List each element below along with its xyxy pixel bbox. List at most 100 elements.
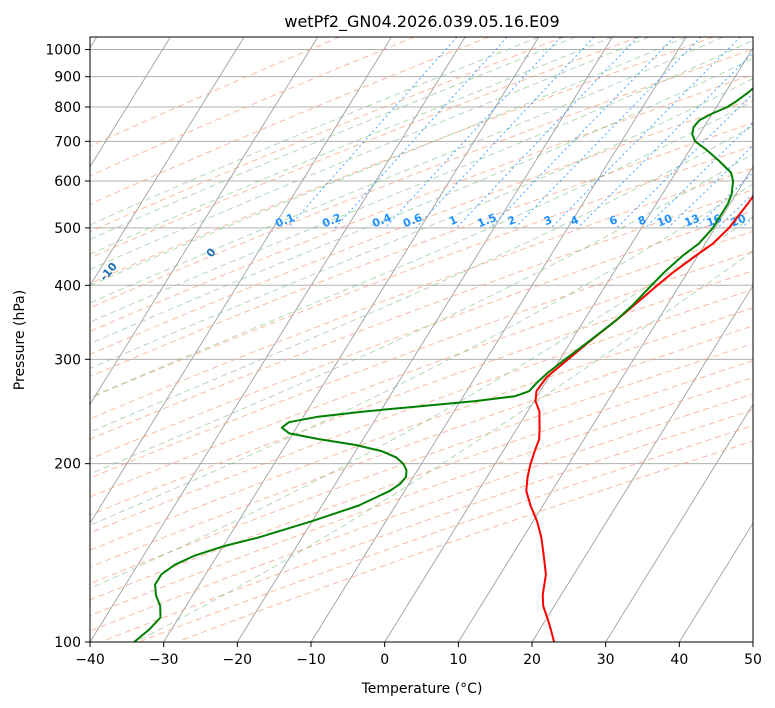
dry-adiabat-line	[90, 37, 415, 177]
mixing-ratio-label: 2	[506, 213, 518, 228]
mixing-ratio-line	[616, 93, 753, 229]
mixing-ratio-line	[489, 37, 675, 229]
dry-adiabat-line	[90, 37, 340, 147]
isotherm-line	[310, 37, 687, 642]
y-tick-label: 300	[54, 352, 81, 368]
x-tick-label: 30	[597, 652, 615, 668]
dry-adiabat-line	[90, 37, 565, 233]
mixing-ratio-line	[334, 37, 508, 229]
mixing-ratio-label: 25	[754, 212, 773, 230]
dry-adiabat-line	[90, 325, 753, 568]
dry-adiabat-label: -10	[97, 260, 120, 284]
mixing-ratio-label: 3	[542, 213, 554, 228]
mixing-ratio-line	[456, 37, 639, 229]
y-tick-label: 900	[54, 70, 81, 86]
moist-adiabat-line	[135, 250, 753, 642]
moist-adiabat-line	[90, 183, 753, 526]
mixing-ratio-line	[287, 37, 458, 229]
moist-adiabat-line	[90, 37, 539, 226]
x-axis-title: Temperature (°C)	[361, 681, 483, 697]
x-tick-label: 50	[744, 652, 762, 668]
y-tick-label: 200	[54, 457, 81, 473]
y-axis-title: Pressure (hPa)	[12, 290, 28, 390]
chart-title: wetPf2_GN04.2026.039.05.16.E09	[284, 12, 559, 32]
dry-adiabat-line	[90, 393, 753, 632]
isotherm-line	[236, 37, 613, 642]
y-tick-label: 500	[54, 221, 81, 237]
isotherm-line	[384, 47, 753, 642]
moist-adiabat-line	[90, 37, 724, 304]
mixing-ratio-line	[384, 37, 562, 229]
plot-frame	[89, 36, 754, 643]
y-tick-label: 700	[54, 134, 81, 150]
dry-adiabat-line	[90, 167, 753, 420]
dry-adiabat-line	[90, 37, 639, 259]
isotherm-line	[90, 37, 319, 406]
moist-adiabat-line	[90, 39, 753, 323]
isotherm-line	[90, 37, 245, 287]
mixing-ratio-line	[514, 37, 702, 229]
x-tick-label: 0	[380, 652, 389, 668]
moist-adiabat-line	[90, 37, 576, 240]
isotherm-line	[90, 37, 392, 525]
mixing-ratio-line	[415, 37, 595, 229]
x-tick-label: −40	[75, 652, 105, 668]
profile-lines	[133, 86, 753, 642]
mixing-ratio-label: 4	[569, 213, 581, 228]
isotherm-line	[752, 641, 753, 642]
dry-adiabat-line	[90, 288, 753, 534]
moist-adiabat-line	[90, 37, 650, 270]
dry-adiabat-line	[90, 189, 753, 440]
isotherm-line	[163, 37, 540, 642]
moist-adiabat-line	[90, 37, 687, 287]
dry-adiabat-line	[90, 270, 753, 516]
mixing-ratio-line	[577, 52, 753, 229]
mixing-ratio-label: 8	[636, 213, 648, 228]
mixing-ratio-label: 13	[682, 212, 701, 230]
y-tick-label: 1000	[45, 43, 81, 59]
x-tick-label: 10	[449, 652, 467, 668]
y-tick-label: 800	[54, 100, 81, 116]
dry-adiabat-label: 0	[204, 245, 219, 259]
x-tick-label: −10	[296, 652, 326, 668]
mixing-ratio-line	[644, 122, 753, 229]
isotherm-line	[531, 284, 753, 642]
dry-adiabat-line	[90, 230, 753, 479]
dry-adiabat-line	[90, 37, 714, 284]
isotherm-line	[457, 165, 753, 642]
temperature-profile	[525, 194, 753, 642]
background-line-labels: 0.10.20.40.611.52346810131620253036-100-…	[97, 211, 773, 284]
moist-adiabat-line	[90, 125, 753, 433]
y-tick-label: 100	[54, 635, 81, 651]
dry-adiabat-line	[90, 342, 753, 585]
x-axis-ticks: −40 −30 −20 −10 0 10 20 30 40 50	[75, 642, 762, 668]
mixing-ratio-label: 1	[447, 213, 459, 228]
mixing-ratio-label: 20	[729, 212, 748, 230]
dry-adiabat-line	[90, 376, 753, 617]
x-tick-label: 20	[523, 652, 541, 668]
dry-adiabat-line	[100, 409, 753, 642]
mixing-ratio-line	[766, 37, 775, 228]
isotherm-line	[605, 403, 753, 642]
mixing-ratio-line	[550, 37, 741, 229]
y-tick-label: 600	[54, 174, 81, 190]
mixing-ratio-line	[741, 216, 753, 229]
moist-adiabat-line	[90, 78, 753, 370]
dewpoint-profile	[133, 86, 753, 642]
moist-adiabat-line	[90, 37, 613, 255]
moist-adiabat-line	[90, 153, 753, 475]
x-tick-label: −20	[223, 652, 253, 668]
background-lines	[90, 37, 775, 642]
x-tick-label: 40	[670, 652, 688, 668]
y-tick-label: 400	[54, 278, 81, 294]
dry-adiabat-line	[90, 37, 490, 205]
isotherm-line	[90, 37, 466, 642]
x-tick-label: −30	[149, 652, 179, 668]
mixing-ratio-label: 10	[655, 212, 674, 230]
y-axis-ticks: 100 200 300 400 500 600 700 800 900 1000	[45, 43, 90, 651]
mixing-ratio-line	[694, 171, 753, 229]
dry-adiabat-line	[138, 425, 753, 642]
mixing-ratio-line	[667, 144, 753, 229]
isotherm-line	[678, 522, 753, 642]
